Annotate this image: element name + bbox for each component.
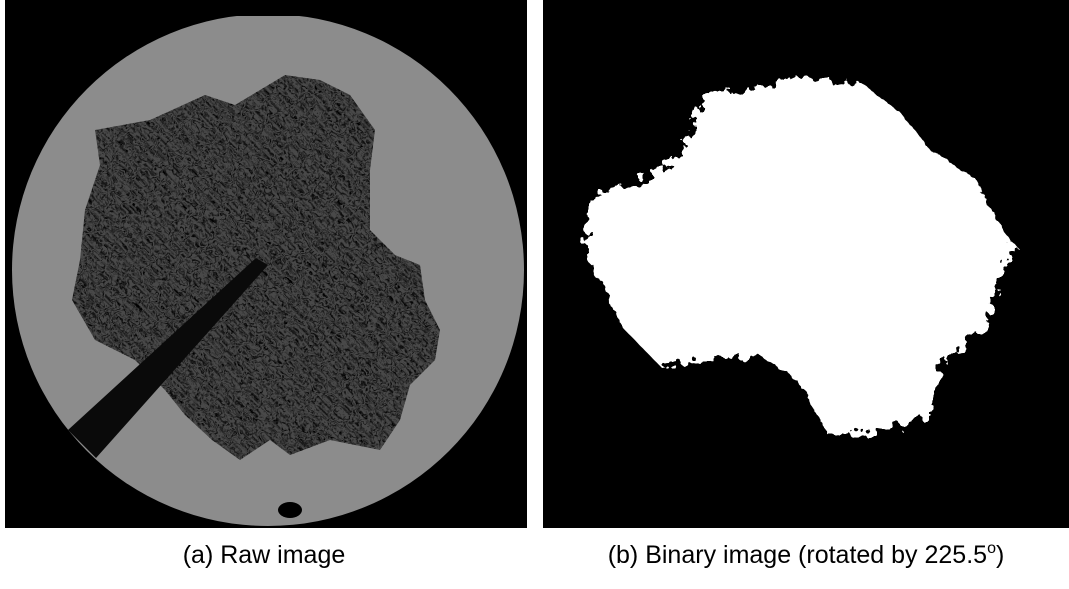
- binary-image: [543, 0, 1069, 528]
- caption: (b) Binary image (rotated by 225.5o): [608, 540, 1005, 569]
- top-cut: [5, 0, 527, 16]
- caption-text: (b) Binary image (rotated by 225.5: [608, 541, 987, 569]
- figure: (a) Raw image (b) Binary image (rotated …: [0, 0, 1069, 589]
- notch: [278, 502, 302, 518]
- caption: (a) Raw image: [183, 541, 346, 569]
- caption-superscript: o: [987, 540, 996, 557]
- raw-image: [5, 0, 527, 528]
- page: (a) Raw image (b) Binary image (rotated …: [0, 0, 1069, 589]
- caption-text: ): [996, 541, 1004, 569]
- caption-text: (a) Raw image: [183, 541, 346, 569]
